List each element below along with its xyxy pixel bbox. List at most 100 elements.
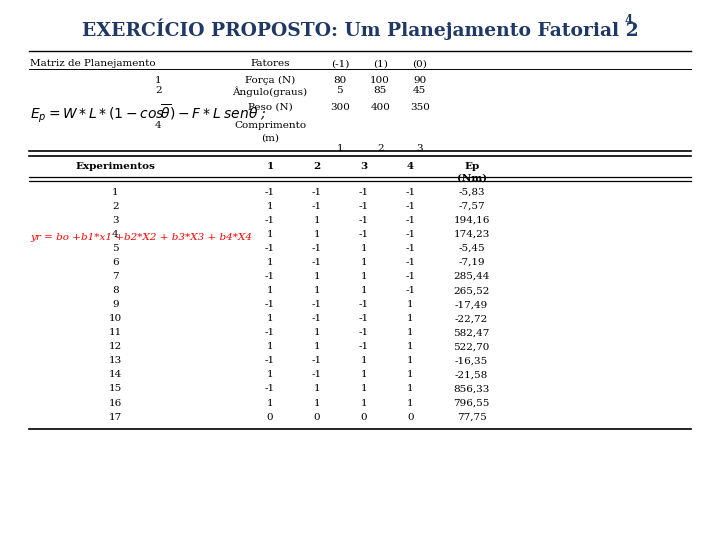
Text: 8: 8 bbox=[112, 286, 119, 295]
Text: 1: 1 bbox=[266, 342, 274, 352]
Text: 1: 1 bbox=[266, 399, 274, 408]
Text: 1: 1 bbox=[360, 399, 367, 408]
Text: 0: 0 bbox=[407, 413, 414, 422]
Text: 4: 4 bbox=[625, 14, 633, 26]
Text: 5: 5 bbox=[112, 244, 119, 253]
Text: -5,45: -5,45 bbox=[459, 244, 485, 253]
Text: 5: 5 bbox=[336, 86, 343, 96]
Text: 1: 1 bbox=[313, 230, 320, 239]
Text: (0): (0) bbox=[413, 59, 427, 69]
Text: 3: 3 bbox=[360, 162, 367, 171]
Text: (m): (m) bbox=[261, 133, 279, 143]
Text: Força (N): Força (N) bbox=[245, 76, 295, 85]
Text: -1: -1 bbox=[312, 314, 322, 323]
Text: -1: -1 bbox=[405, 258, 415, 267]
Text: 77,75: 77,75 bbox=[456, 413, 487, 422]
Text: 45: 45 bbox=[413, 86, 426, 96]
Text: 15: 15 bbox=[109, 384, 122, 394]
Text: 1: 1 bbox=[407, 384, 414, 394]
Text: 1: 1 bbox=[313, 272, 320, 281]
Text: 1: 1 bbox=[407, 300, 414, 309]
Text: -1: -1 bbox=[359, 230, 369, 239]
Text: -1: -1 bbox=[359, 328, 369, 338]
Text: -1: -1 bbox=[312, 202, 322, 211]
Text: 4: 4 bbox=[407, 162, 414, 171]
Text: 1: 1 bbox=[336, 144, 343, 153]
Text: 1: 1 bbox=[313, 286, 320, 295]
Text: 90: 90 bbox=[413, 76, 426, 85]
Text: 14: 14 bbox=[109, 370, 122, 380]
Text: 17: 17 bbox=[109, 413, 122, 422]
Text: 1: 1 bbox=[266, 202, 274, 211]
Text: Fatores: Fatores bbox=[251, 59, 289, 69]
Text: -22,72: -22,72 bbox=[455, 314, 488, 323]
Text: -16,35: -16,35 bbox=[455, 356, 488, 366]
Text: 11: 11 bbox=[109, 328, 122, 338]
Text: -1: -1 bbox=[359, 314, 369, 323]
Text: 1: 1 bbox=[313, 328, 320, 338]
Text: (-1): (-1) bbox=[330, 59, 349, 69]
Text: Ângulo(graus): Ângulo(graus) bbox=[233, 86, 307, 97]
Text: -1: -1 bbox=[265, 356, 275, 366]
Text: -1: -1 bbox=[312, 370, 322, 380]
Text: -1: -1 bbox=[359, 188, 369, 197]
Text: 796,55: 796,55 bbox=[454, 399, 490, 408]
Text: -1: -1 bbox=[405, 188, 415, 197]
Text: -1: -1 bbox=[405, 244, 415, 253]
Text: 1: 1 bbox=[407, 399, 414, 408]
Text: 2: 2 bbox=[155, 86, 162, 96]
Text: -1: -1 bbox=[405, 216, 415, 225]
Text: 1: 1 bbox=[360, 244, 367, 253]
Text: -1: -1 bbox=[359, 300, 369, 309]
Text: -1: -1 bbox=[265, 216, 275, 225]
Text: 1: 1 bbox=[155, 76, 162, 85]
Text: 1: 1 bbox=[266, 162, 274, 171]
Text: 7: 7 bbox=[112, 272, 119, 281]
Text: 582,47: 582,47 bbox=[454, 328, 490, 338]
Text: -5,83: -5,83 bbox=[459, 188, 485, 197]
Text: -1: -1 bbox=[359, 216, 369, 225]
Text: 1: 1 bbox=[407, 342, 414, 352]
Text: 194,16: 194,16 bbox=[454, 216, 490, 225]
Text: 522,70: 522,70 bbox=[454, 342, 490, 352]
Text: -1: -1 bbox=[405, 286, 415, 295]
Text: 100: 100 bbox=[370, 76, 390, 85]
Text: 1: 1 bbox=[266, 286, 274, 295]
Text: 6: 6 bbox=[112, 258, 119, 267]
Text: -1: -1 bbox=[265, 188, 275, 197]
Text: 265,52: 265,52 bbox=[454, 286, 490, 295]
Text: 856,33: 856,33 bbox=[454, 384, 490, 394]
Text: 4: 4 bbox=[112, 230, 119, 239]
Text: Ep: Ep bbox=[464, 162, 480, 171]
Text: 1: 1 bbox=[407, 370, 414, 380]
Text: 300: 300 bbox=[330, 103, 350, 112]
Text: 1: 1 bbox=[407, 328, 414, 338]
Text: -1: -1 bbox=[405, 230, 415, 239]
Text: Experimentos: Experimentos bbox=[76, 162, 155, 171]
Text: 0: 0 bbox=[313, 413, 320, 422]
Text: 16: 16 bbox=[109, 399, 122, 408]
Text: 1: 1 bbox=[407, 356, 414, 366]
Text: 1: 1 bbox=[266, 370, 274, 380]
Text: 9: 9 bbox=[112, 300, 119, 309]
Text: 85: 85 bbox=[374, 86, 387, 96]
Text: 1: 1 bbox=[407, 314, 414, 323]
Text: -21,58: -21,58 bbox=[455, 370, 488, 380]
Text: (1): (1) bbox=[373, 59, 387, 69]
Text: -1: -1 bbox=[405, 202, 415, 211]
Text: 2: 2 bbox=[377, 144, 384, 153]
Text: 174,23: 174,23 bbox=[454, 230, 490, 239]
Text: -7,19: -7,19 bbox=[459, 258, 485, 267]
Text: 1: 1 bbox=[313, 384, 320, 394]
Text: 1: 1 bbox=[360, 272, 367, 281]
Text: Peso (N): Peso (N) bbox=[248, 103, 292, 112]
Text: 0: 0 bbox=[360, 413, 367, 422]
Text: -1: -1 bbox=[405, 272, 415, 281]
Text: -7,57: -7,57 bbox=[459, 202, 485, 211]
Text: 1: 1 bbox=[360, 384, 367, 394]
Text: 0: 0 bbox=[266, 413, 274, 422]
Text: -1: -1 bbox=[312, 356, 322, 366]
Text: 3: 3 bbox=[416, 144, 423, 153]
Text: 1: 1 bbox=[266, 314, 274, 323]
Text: -1: -1 bbox=[265, 300, 275, 309]
